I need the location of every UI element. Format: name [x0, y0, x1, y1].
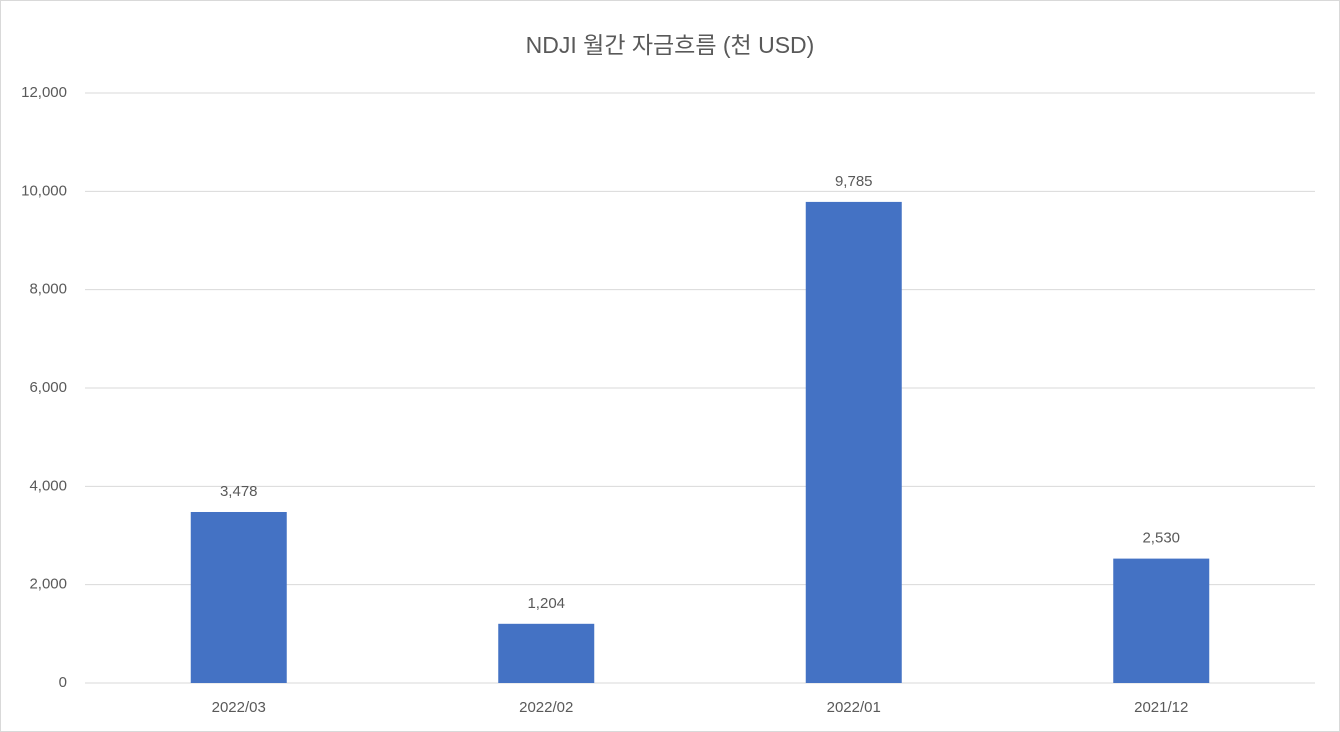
value-label: 1,204: [527, 595, 565, 612]
y-tick-label: 4,000: [29, 477, 67, 494]
y-tick-label: 10,000: [21, 182, 67, 199]
x-tick-label: 2022/02: [519, 699, 573, 716]
bar: [190, 511, 287, 683]
x-tick-label: 2022/03: [212, 699, 266, 716]
x-tick-label: 2022/01: [827, 699, 881, 716]
y-tick-label: 12,000: [21, 84, 67, 101]
value-label: 3,478: [220, 483, 258, 500]
x-tick-label: 2021/12: [1134, 699, 1188, 716]
value-label: 2,530: [1142, 530, 1180, 547]
y-tick-label: 6,000: [29, 379, 67, 396]
y-tick-label: 0: [59, 674, 67, 691]
value-label: 9,785: [835, 173, 873, 190]
y-tick-label: 8,000: [29, 281, 67, 298]
bar: [805, 201, 902, 683]
bar: [1113, 558, 1210, 683]
chart-title: NDJI 월간 자금흐름 (천 USD): [526, 32, 815, 58]
bar: [498, 623, 595, 683]
y-tick-label: 2,000: [29, 576, 67, 593]
